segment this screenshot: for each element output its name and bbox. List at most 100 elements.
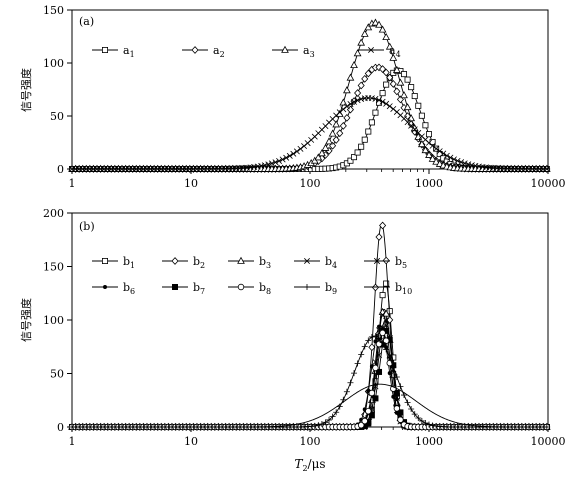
legend-b: b1 b2 b3 b4 b5 b6 b7 b8 b9 b10 <box>92 255 412 296</box>
chart-marker <box>379 65 387 73</box>
chart-marker <box>368 119 375 126</box>
chart-marker <box>421 146 430 154</box>
chart-marker <box>379 329 386 337</box>
series-line <box>72 319 548 428</box>
legend-label: a4 <box>389 44 401 59</box>
chart-marker <box>454 157 461 164</box>
chart-marker <box>378 25 387 33</box>
chart-marker <box>415 102 422 109</box>
legend-item: b9 <box>294 281 337 296</box>
chart-marker <box>418 112 425 119</box>
chart-marker <box>343 388 350 395</box>
chart-marker <box>383 346 390 353</box>
chart-marker <box>379 98 386 105</box>
chart-marker <box>293 148 300 155</box>
chart-marker <box>436 148 443 155</box>
legend-item: a2 <box>182 44 225 59</box>
series-markers <box>68 18 551 172</box>
chart-marker <box>451 156 457 163</box>
series-markers <box>69 311 550 430</box>
chart-marker <box>364 69 372 78</box>
chart-marker <box>361 417 368 425</box>
legend-item: b3 <box>228 255 271 270</box>
series-line <box>72 324 548 428</box>
y-tick-label: 50 <box>50 110 64 123</box>
chart-marker <box>357 81 365 90</box>
chart-marker <box>368 95 375 102</box>
series-line <box>72 314 548 428</box>
legend-label: a2 <box>213 44 225 59</box>
chart-marker <box>458 159 465 166</box>
chart-marker <box>329 413 336 420</box>
chart-marker <box>357 38 366 46</box>
chart-marker <box>347 379 354 386</box>
chart-marker <box>272 159 279 166</box>
chart-marker <box>368 47 374 53</box>
chart-marker <box>425 150 433 158</box>
chart-marker <box>379 311 386 318</box>
legend-label: b1 <box>123 255 135 270</box>
chart-marker <box>418 417 425 424</box>
chart-marker <box>432 157 441 165</box>
x-tick-label: 100 <box>300 435 321 448</box>
chart-marker <box>368 343 376 352</box>
chart-marker <box>415 415 422 422</box>
chart-marker <box>429 422 436 429</box>
chart-marker <box>304 258 310 264</box>
chart-marker <box>386 103 393 110</box>
chart-marker <box>379 90 386 97</box>
chart-marker <box>102 47 109 54</box>
y-tick-label: 150 <box>43 261 64 274</box>
chart-marker <box>376 335 383 342</box>
x-axis-label-b: T2/μs <box>294 457 325 473</box>
chart-marker <box>322 419 329 426</box>
series-markers <box>69 67 550 172</box>
legend-item: b4 <box>294 255 337 270</box>
chart-marker <box>321 143 330 151</box>
series-line <box>72 66 548 170</box>
chart-marker <box>365 128 372 135</box>
chart-marker <box>318 421 325 427</box>
plot-frame-b <box>71 212 549 428</box>
series-line <box>72 282 548 428</box>
chart-marker <box>408 405 415 412</box>
chart-marker <box>390 364 397 371</box>
chart-panel-b: (b) 信号强度 1 10 100 1000 10000 0 50 100 150 200 b1… <box>19 207 566 473</box>
legend-item: a3 <box>272 44 315 59</box>
chart-marker <box>429 142 436 149</box>
series-group-b <box>68 221 551 431</box>
chart-marker <box>447 154 454 161</box>
chart-marker <box>426 139 432 146</box>
legend-label: b9 <box>325 281 337 296</box>
chart-marker <box>408 84 415 91</box>
chart-marker <box>237 283 245 291</box>
chart-marker <box>308 423 315 430</box>
chart-marker <box>358 351 365 358</box>
series-line <box>72 97 548 170</box>
chart-marker <box>358 143 365 150</box>
series-markers <box>69 333 550 430</box>
chart-marker <box>383 280 390 287</box>
chart-marker <box>347 157 354 164</box>
chart-marker <box>389 53 398 61</box>
chart-marker <box>325 137 333 145</box>
chart-marker <box>392 65 401 73</box>
y-tick-label: 0 <box>57 163 64 176</box>
chart-marker <box>404 76 411 83</box>
chart-marker <box>440 150 447 157</box>
chart-marker <box>265 161 272 168</box>
chart-marker <box>339 121 347 130</box>
chart-marker <box>350 61 358 69</box>
chart-marker <box>422 122 429 129</box>
chart-marker <box>361 74 369 83</box>
chart-marker <box>411 411 418 418</box>
y-tick-label: 100 <box>43 314 64 327</box>
chart-marker <box>358 96 365 102</box>
x-tick-label: 10000 <box>531 177 566 190</box>
chart-marker <box>379 339 386 346</box>
y-axis-label-a: 信号强度 <box>19 68 33 112</box>
legend-item: b10 <box>364 281 412 296</box>
chart-marker <box>382 337 390 344</box>
chart-marker <box>383 100 390 107</box>
legend-item: b6 <box>92 281 135 296</box>
